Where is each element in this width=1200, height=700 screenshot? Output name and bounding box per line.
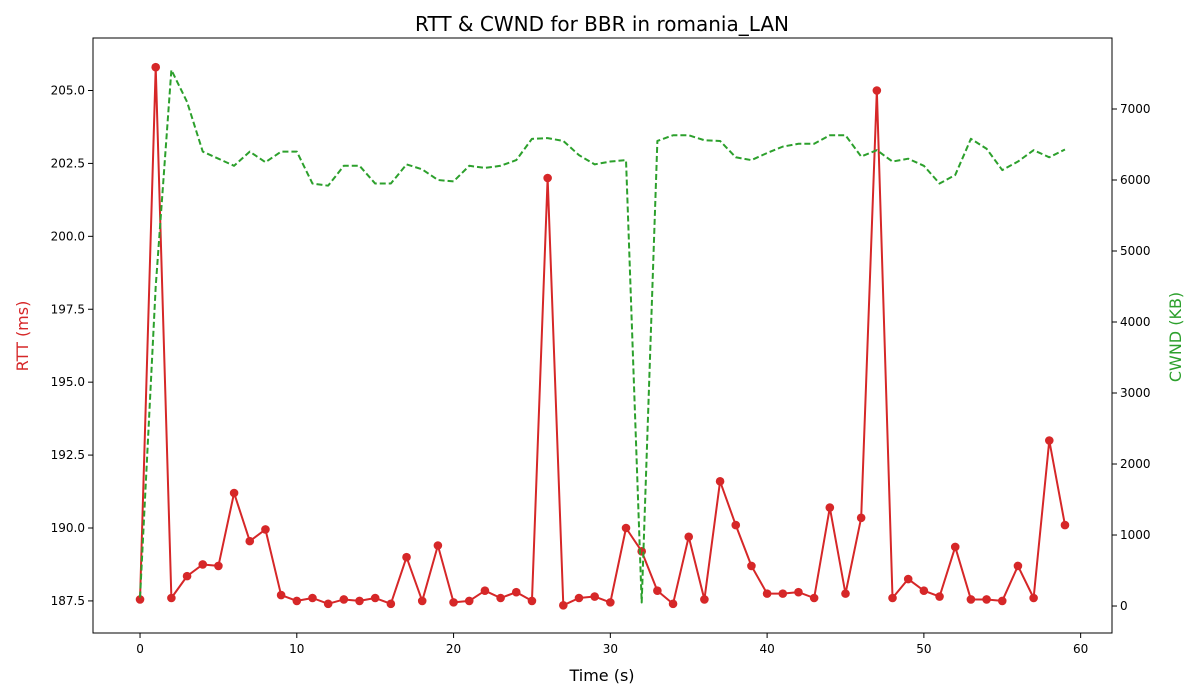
right-tick-label: 0 — [1120, 599, 1128, 613]
right-axis-label: CWND (KB) — [1166, 292, 1185, 382]
rtt-point — [747, 561, 756, 571]
rtt-point — [809, 593, 819, 603]
x-tick-label: 30 — [603, 642, 618, 656]
rtt-point — [731, 520, 741, 530]
right-tick-label: 3000 — [1120, 386, 1151, 400]
rtt-point — [276, 590, 286, 600]
left-tick-label: 200.0 — [51, 229, 85, 243]
rtt-point — [856, 513, 866, 523]
left-axis-ticks: 187.5 190.0 192.5 195.0 197.5 200.0 202.5 205.0 — [51, 84, 93, 608]
left-tick-label: 195.0 — [51, 375, 85, 389]
plot-lines — [135, 62, 1070, 610]
x-tick-label: 0 — [136, 642, 144, 656]
rtt-point — [511, 587, 521, 597]
rtt-point — [1013, 561, 1023, 571]
rtt-point — [496, 593, 505, 603]
x-tick-label: 60 — [1073, 642, 1088, 656]
rtt-point — [198, 560, 208, 569]
x-axis-ticks: 0 10 20 30 40 50 60 — [136, 633, 1088, 656]
rtt-point — [1044, 436, 1054, 445]
rtt-point — [292, 596, 302, 606]
rtt-point — [355, 596, 364, 606]
left-tick-label: 202.5 — [51, 156, 85, 170]
rtt-point — [668, 599, 678, 609]
rtt-point — [527, 596, 537, 606]
rtt-point — [574, 593, 584, 603]
x-axis-label: Time (s) — [568, 666, 634, 685]
rtt-point — [762, 589, 772, 598]
right-tick-label: 1000 — [1120, 528, 1151, 542]
rtt-point — [841, 589, 850, 598]
rtt-point — [637, 547, 646, 556]
rtt-point — [590, 592, 599, 601]
rtt-point — [997, 596, 1007, 606]
right-axis-ticks: 0 1000 2000 3000 4000 5000 6000 7000 — [1112, 102, 1151, 613]
x-tick-label: 10 — [289, 642, 304, 656]
rtt-point — [778, 589, 788, 598]
rtt-point — [966, 595, 976, 604]
rtt-point — [135, 595, 145, 604]
left-tick-label: 205.0 — [51, 84, 85, 98]
right-tick-label: 6000 — [1120, 173, 1151, 187]
chart-title: RTT & CWND for BBR in romania_LAN — [415, 12, 789, 36]
right-tick-label: 4000 — [1120, 315, 1151, 329]
rtt-point — [794, 587, 803, 597]
left-tick-label: 190.0 — [51, 521, 85, 535]
rtt-point — [308, 593, 317, 603]
rtt-point — [480, 586, 490, 596]
rtt-point — [214, 561, 223, 571]
rtt-point — [1060, 520, 1070, 530]
rtt-point — [386, 599, 396, 609]
rtt-series-line — [139, 66, 1066, 607]
rtt-point — [464, 596, 474, 606]
rtt-point — [653, 586, 662, 596]
rtt-point — [323, 599, 333, 609]
plot-frame — [92, 37, 1113, 634]
rtt-point — [433, 541, 443, 550]
rtt-point — [370, 593, 380, 603]
rtt-point — [245, 536, 255, 546]
x-tick-label: 50 — [916, 642, 931, 656]
rtt-point — [543, 173, 552, 183]
right-tick-label: 7000 — [1120, 102, 1151, 116]
rtt-point — [825, 503, 835, 512]
cwnd-series-line — [139, 68, 1066, 604]
right-tick-label: 2000 — [1120, 457, 1151, 471]
x-tick-label: 20 — [446, 642, 461, 656]
rtt-point — [888, 593, 897, 603]
rtt-point — [417, 596, 427, 606]
rtt-point — [684, 532, 694, 542]
x-tick-label: 40 — [759, 642, 774, 656]
rtt-point — [935, 592, 944, 601]
left-tick-label: 192.5 — [51, 448, 85, 462]
rtt-point — [339, 595, 349, 604]
rtt-point — [982, 595, 991, 604]
rtt-point — [449, 598, 458, 607]
rtt-point — [903, 574, 913, 584]
rtt-point — [715, 477, 725, 486]
left-tick-label: 197.5 — [51, 302, 85, 316]
rtt-point — [700, 595, 709, 604]
rtt-point — [1029, 593, 1038, 603]
rtt-point — [402, 552, 411, 562]
right-tick-label: 5000 — [1120, 244, 1151, 258]
rtt-point — [919, 586, 929, 596]
rtt-point — [606, 598, 615, 607]
rtt-point — [261, 525, 270, 534]
rtt-point — [950, 542, 960, 552]
rtt-point — [167, 593, 176, 603]
rtt-point — [621, 523, 631, 533]
left-axis-label: RTT (ms) — [13, 301, 32, 372]
rtt-point — [229, 488, 239, 498]
left-tick-label: 187.5 — [51, 594, 85, 608]
rtt-point — [151, 62, 161, 72]
rtt-point — [559, 600, 568, 610]
rtt-point — [182, 571, 192, 581]
rtt-point — [872, 86, 882, 95]
